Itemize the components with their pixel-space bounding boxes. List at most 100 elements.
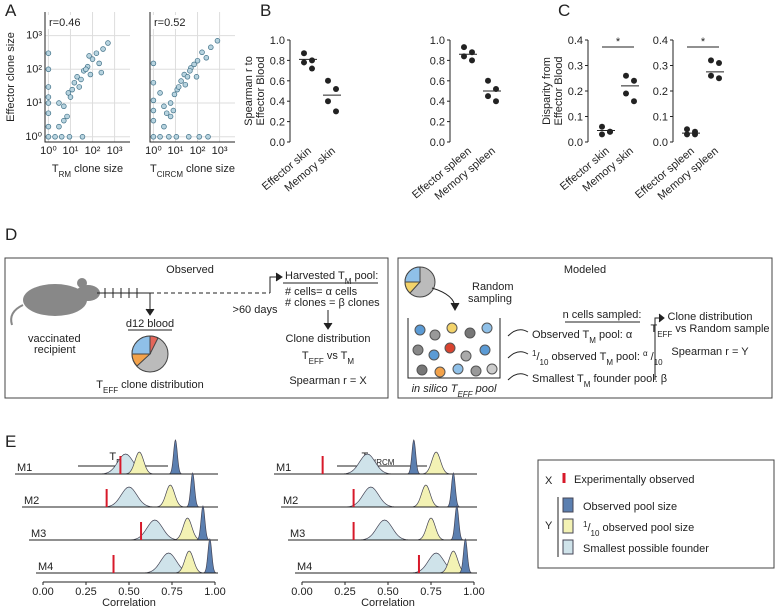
density [413,517,449,541]
scatter-point [194,57,201,64]
dot [631,77,637,84]
text-part: T [150,163,157,175]
text-part: vs T [324,350,348,362]
text-part: T [448,383,459,395]
mouse-icon [10,278,100,326]
scatter-point [163,110,170,116]
label: n cells sampled: [563,309,642,321]
scatter-point [83,66,89,73]
dot [708,72,714,79]
legend-swatch [562,518,574,534]
scatter-point [45,94,52,100]
y-tick-label: 0.1 [653,112,668,124]
scatter-point [45,100,52,106]
x-tick-label: 10³ [107,145,123,157]
y-tick-label: 0.4 [270,96,285,108]
scatter-point [86,53,92,59]
text-part: pool [473,383,497,395]
scatter-point [89,56,96,62]
y-tick-label: 1.0 [270,35,285,47]
pie-modeled [404,266,436,298]
y-tick-label: 0.6 [270,76,285,88]
text-part: Observed pool size [583,501,677,513]
scatter-point [74,74,80,80]
y-tick-label: 1.0 [430,35,445,47]
legend-key: Y [545,520,553,532]
dot [325,98,331,105]
scatter-point [166,134,172,140]
dot [461,53,467,60]
label: Observed TM pool: α [532,329,633,345]
density [405,439,422,475]
dot [493,85,499,92]
scatter-point [196,134,203,140]
scatter-point [66,134,73,140]
scatter-point [56,123,62,130]
scatter-point [150,107,157,114]
text-part: Observed T [532,329,590,341]
scatter-point [71,79,78,86]
scatter-point [61,117,67,124]
dot [461,44,467,51]
text-part: pool: α [596,329,633,341]
text-part: M [345,277,352,286]
scatter-point [98,69,105,76]
panel-letter: B [260,1,271,20]
row-label: M4 [297,561,312,573]
row-label: M2 [24,495,39,507]
density [448,505,465,541]
text-part: 10 [540,358,549,367]
y-tick-label: 0.4 [653,35,668,47]
label: TEFF clone distribution [96,379,203,395]
y-tick-label: 0.0 [270,137,285,149]
scatter-point [170,107,177,114]
dot [692,131,698,138]
dot [485,93,491,100]
x-axis-label: TRM clone size [52,163,123,179]
x-tick-label: 10³ [212,145,228,157]
x-tick-label: 0.50 [377,586,398,598]
scatter-point [45,50,52,56]
text-part: vs Random sample [672,323,769,335]
text-part: M [584,380,591,389]
density [201,538,218,574]
y-tick-label: 10² [26,63,42,75]
x-tick-label: 10¹ [63,145,79,157]
legend-swatch [562,539,574,555]
dot [469,49,475,56]
significance: * [616,36,621,48]
scatter-point [203,55,210,61]
annotation-bg [47,15,83,29]
y-tick-label: 0.3 [653,61,668,73]
scatter-point [167,100,174,106]
modeled-box [397,257,773,399]
text-part: Smallest T [532,373,584,385]
x-tick-label: 0.50 [118,586,139,598]
scatter-point [175,84,182,90]
box-title: Modeled [564,264,606,276]
legend-label: Experimentally observed [574,474,694,486]
y-tick-label: 0.1 [568,112,583,124]
text-part: 10 [654,358,663,367]
y-tick-label: 0.2 [568,86,583,98]
scatter-point [150,60,157,67]
significance: * [701,36,706,48]
text-part: / [536,351,540,363]
density [152,484,188,508]
scatter-point [157,134,163,140]
y-tick-label: 0.2 [653,86,668,98]
x-tick-label: 10⁰ [40,145,57,157]
x-axis-label: TCIRCM clone size [150,163,235,179]
y-tick-label: 0.3 [568,61,583,73]
label: sampling [468,293,512,305]
density [195,505,211,541]
y-tick-label: 10¹ [26,97,42,109]
scatter-point [67,94,74,100]
scatter-point [76,84,82,90]
scatter-point [45,66,52,73]
scatter-point [173,134,180,140]
scatter-point [52,134,58,140]
x-tick-label: 1.00 [204,586,225,598]
x-tick-label: 0.00 [32,586,53,598]
